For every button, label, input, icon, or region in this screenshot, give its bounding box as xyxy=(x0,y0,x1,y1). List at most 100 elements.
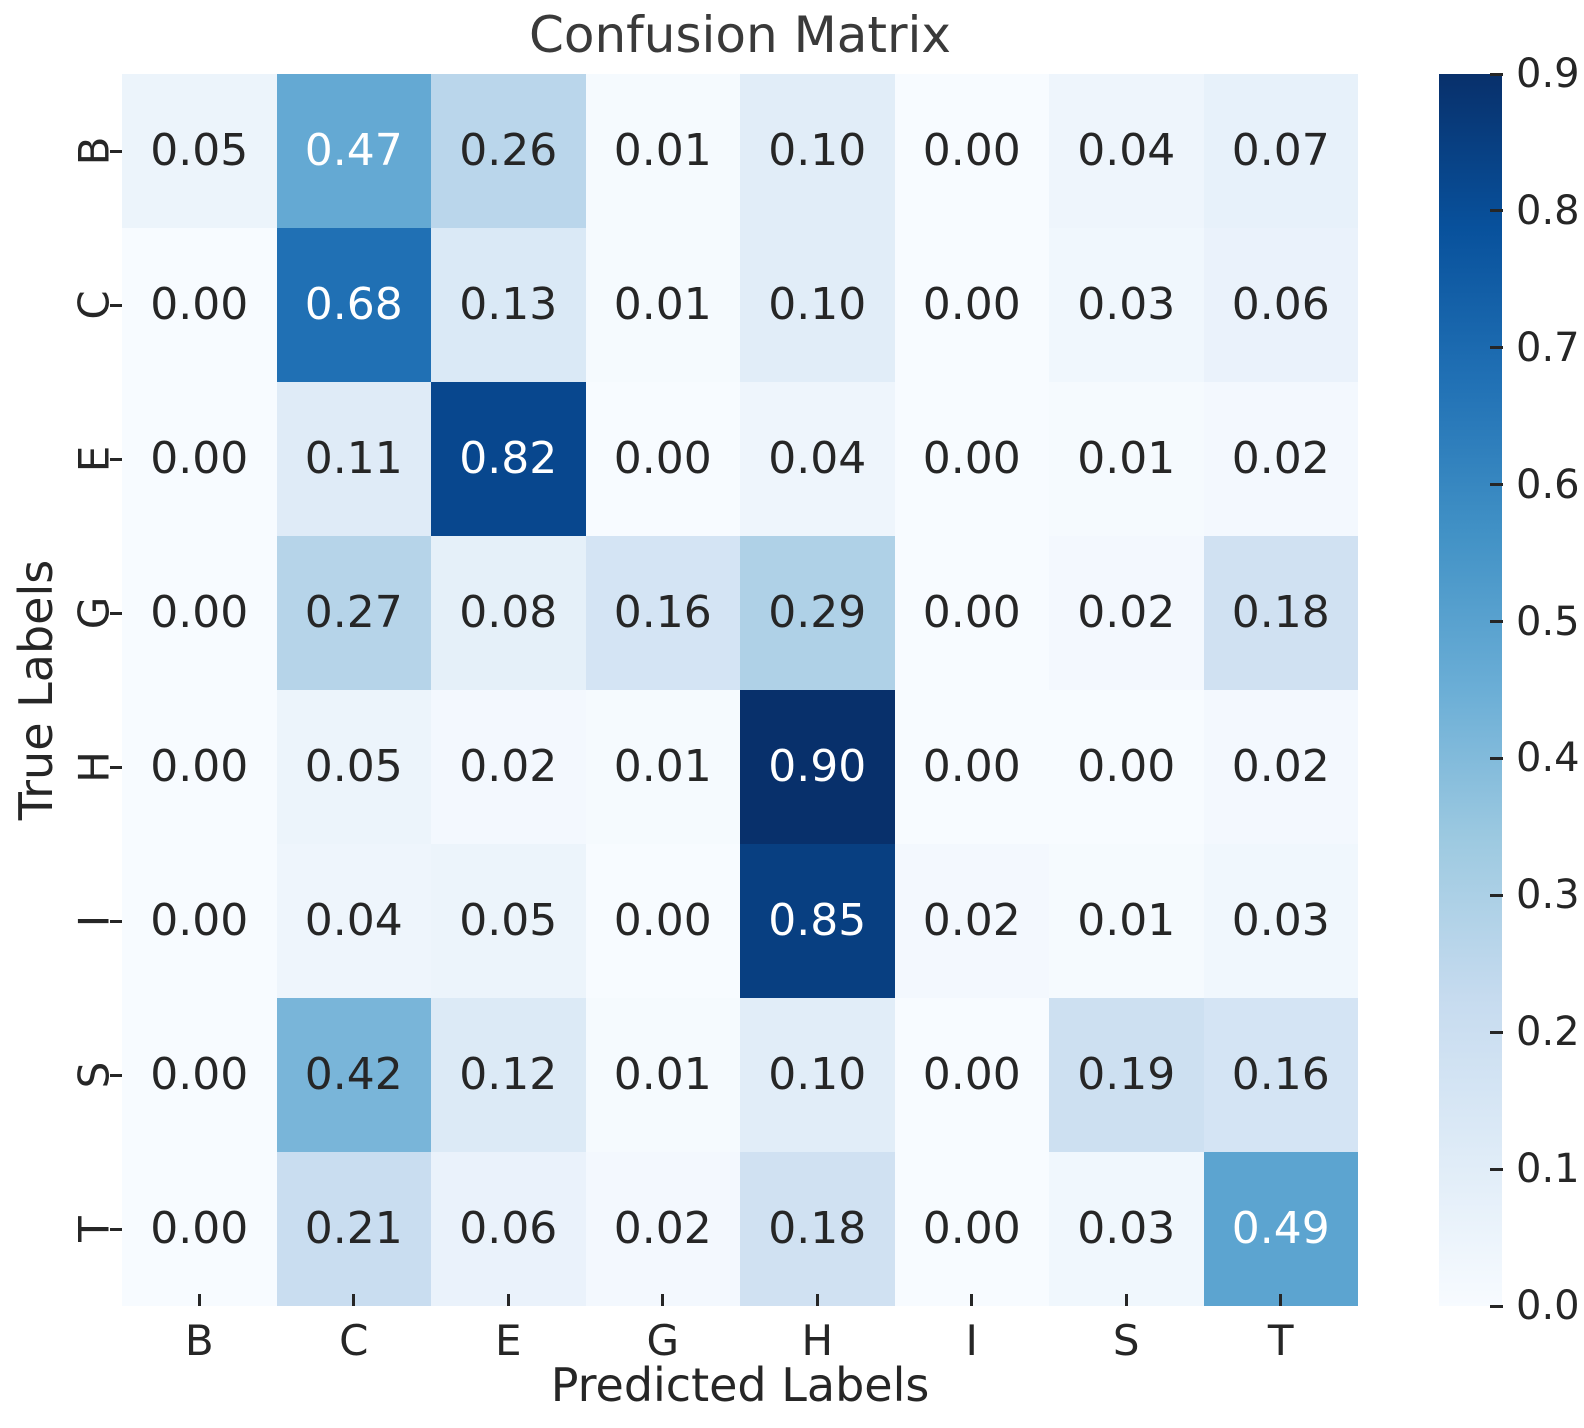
y-tick-mark xyxy=(110,765,122,769)
x-tick-label: G xyxy=(646,1316,680,1365)
colorbar-tick-label: 0.7 xyxy=(1516,324,1580,371)
x-tick-label: E xyxy=(494,1316,522,1365)
x-tick-mark xyxy=(661,1294,665,1306)
heatmap-cell: 0.02 xyxy=(1203,382,1358,536)
heatmap-cell: 0.00 xyxy=(122,228,277,382)
x-tick-mark xyxy=(197,1294,201,1306)
heatmap-cell: 0.00 xyxy=(894,536,1049,690)
y-tick-mark xyxy=(110,919,122,923)
heatmap-cell: 0.82 xyxy=(431,382,586,536)
heatmap-cell: 0.05 xyxy=(276,690,431,844)
heatmap-cell: 0.49 xyxy=(1203,1152,1358,1306)
heatmap-cell: 0.11 xyxy=(276,382,431,536)
heatmap-cell: 0.02 xyxy=(1049,536,1204,690)
heatmap-cell: 0.18 xyxy=(1203,536,1358,690)
y-tick-mark xyxy=(110,1227,122,1231)
heatmap-cell: 0.00 xyxy=(894,382,1049,536)
heatmap-cell: 0.00 xyxy=(894,228,1049,382)
heatmap-cell: 0.01 xyxy=(585,228,740,382)
heatmap-cell: 0.90 xyxy=(740,690,895,844)
x-tick-label: B xyxy=(184,1316,214,1365)
heatmap-cell: 0.42 xyxy=(276,998,431,1152)
x-tick-mark xyxy=(1279,1294,1283,1306)
x-tick-mark xyxy=(970,1294,974,1306)
heatmap-cell: 0.01 xyxy=(585,690,740,844)
heatmap-cell: 0.06 xyxy=(1203,228,1358,382)
chart-title: Confusion Matrix xyxy=(528,6,952,64)
heatmap-cell: 0.19 xyxy=(1049,998,1204,1152)
colorbar-tick-mark xyxy=(1490,483,1503,487)
colorbar-tick-mark xyxy=(1490,893,1503,897)
heatmap-cell: 0.05 xyxy=(122,74,277,228)
heatmap-cell: 0.00 xyxy=(122,844,277,998)
colorbar-tick-mark xyxy=(1490,209,1503,213)
y-tick-mark xyxy=(110,303,122,307)
heatmap-cell: 0.00 xyxy=(122,536,277,690)
heatmap-cell: 0.00 xyxy=(122,998,277,1152)
heatmap-cell: 0.00 xyxy=(1049,690,1204,844)
colorbar-tick-label: 0.9 xyxy=(1516,51,1580,97)
x-tick-mark xyxy=(1124,1294,1128,1306)
heatmap-cell: 0.10 xyxy=(740,998,895,1152)
x-axis-label: Predicted Labels xyxy=(550,1358,930,1412)
heatmap-cell: 0.18 xyxy=(740,1152,895,1306)
heatmap-cell: 0.01 xyxy=(585,998,740,1152)
colorbar xyxy=(1439,74,1502,1306)
colorbar-tick-label: 0.3 xyxy=(1516,872,1580,919)
y-tick-mark xyxy=(110,457,122,461)
heatmap-cell: 0.02 xyxy=(585,1152,740,1306)
colorbar-tick-label: 0.4 xyxy=(1516,735,1580,782)
heatmap-cell: 0.27 xyxy=(276,536,431,690)
heatmap-cell: 0.05 xyxy=(431,844,586,998)
heatmap-cell: 0.04 xyxy=(740,382,895,536)
colorbar-tick-mark xyxy=(1490,756,1503,760)
heatmap-cell: 0.02 xyxy=(894,844,1049,998)
heatmap-cell: 0.07 xyxy=(1203,74,1358,228)
heatmap-cell: 0.02 xyxy=(1203,690,1358,844)
y-tick-mark xyxy=(110,1073,122,1077)
heatmap-cell: 0.01 xyxy=(585,74,740,228)
heatmap-cell: 0.00 xyxy=(894,690,1049,844)
colorbar-tick-label: 0.0 xyxy=(1516,1283,1580,1329)
heatmap-cell: 0.00 xyxy=(585,382,740,536)
heatmap-cell: 0.03 xyxy=(1049,1152,1204,1306)
colorbar-tick-mark xyxy=(1490,72,1503,76)
colorbar-tick-mark xyxy=(1490,620,1503,624)
heatmap-cell: 0.03 xyxy=(1203,844,1358,998)
heatmap-cell: 0.01 xyxy=(1049,382,1204,536)
colorbar-tick-mark xyxy=(1490,346,1503,350)
x-tick-mark xyxy=(352,1294,356,1306)
x-tick-mark xyxy=(815,1294,819,1306)
heatmap-cell: 0.21 xyxy=(276,1152,431,1306)
x-tick-mark xyxy=(506,1294,510,1306)
heatmap-cell: 0.02 xyxy=(431,690,586,844)
heatmap-cell: 0.04 xyxy=(276,844,431,998)
heatmap-cell: 0.03 xyxy=(1049,228,1204,382)
heatmap-grid: 0.05 0.47 0.26 0.01 0.10 0.00 0.04 0.07 0.00 0.68… xyxy=(122,74,1358,1306)
heatmap-cell: 0.16 xyxy=(585,536,740,690)
heatmap-cell: 0.00 xyxy=(894,998,1049,1152)
colorbar-tick-label: 0.2 xyxy=(1516,1009,1580,1056)
x-tick-label: H xyxy=(801,1316,834,1365)
heatmap-cell: 0.85 xyxy=(740,844,895,998)
heatmap-cell: 0.10 xyxy=(740,228,895,382)
x-tick-label: I xyxy=(965,1316,978,1365)
y-axis-label: True Labels xyxy=(9,559,63,821)
x-tick-label: C xyxy=(339,1316,369,1365)
x-tick-label: T xyxy=(1267,1316,1294,1365)
heatmap-cell: 0.01 xyxy=(1049,844,1204,998)
heatmap-cell: 0.00 xyxy=(894,1152,1049,1306)
heatmap-cell: 0.00 xyxy=(894,74,1049,228)
heatmap-cell: 0.00 xyxy=(122,382,277,536)
colorbar-tick-mark xyxy=(1490,1304,1503,1308)
colorbar-tick-label: 0.6 xyxy=(1516,461,1580,508)
y-tick-mark xyxy=(110,611,122,615)
heatmap-cell: 0.04 xyxy=(1049,74,1204,228)
heatmap-cell: 0.10 xyxy=(740,74,895,228)
heatmap-cell: 0.68 xyxy=(276,228,431,382)
colorbar-tick-mark xyxy=(1490,1167,1503,1171)
heatmap-cell: 0.00 xyxy=(122,1152,277,1306)
colorbar-tick-mark xyxy=(1490,1030,1503,1034)
colorbar-tick-label: 0.8 xyxy=(1516,187,1580,234)
